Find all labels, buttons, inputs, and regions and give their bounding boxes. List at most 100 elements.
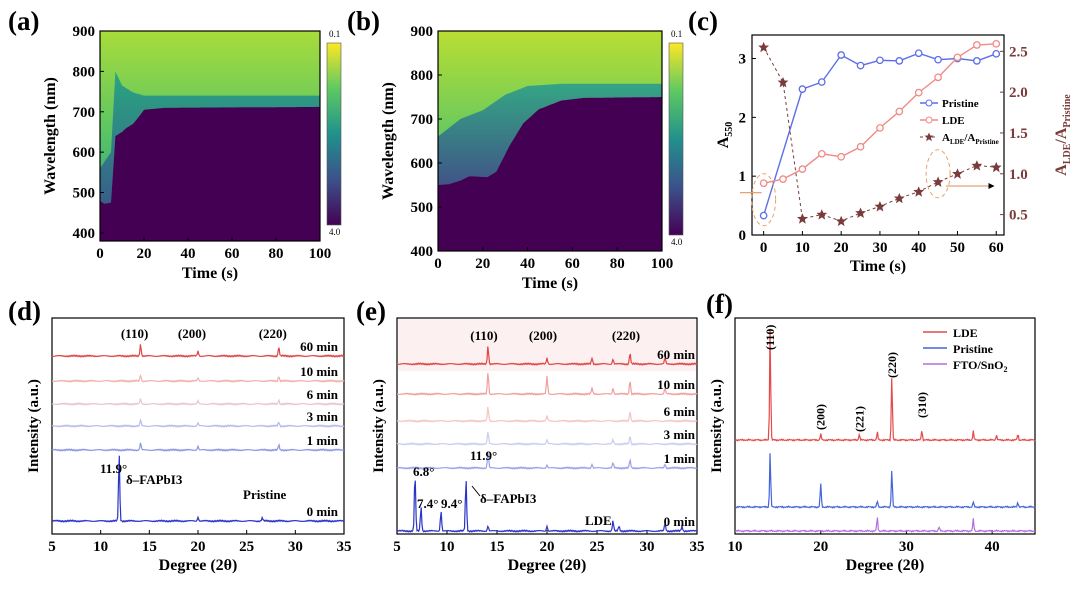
peak-label: (200) [814,404,828,430]
trace-label: 6 min [307,387,339,402]
legend-label: LDE [953,326,978,340]
plot-frame [99,30,321,242]
pristine-point [876,56,884,65]
lde-point [798,165,807,173]
lde-point [759,179,768,188]
colorbar [326,42,342,226]
sample-annotation: LDE [585,513,612,528]
x-tick-label: 0 [96,246,104,262]
x-tick-label: 15 [142,539,157,555]
lde-point [876,124,884,132]
absorbed-region [438,97,662,251]
xrd-trace [51,455,345,523]
x-axis-title: Time (s) [182,265,238,282]
x-tick-label: 20 [813,539,828,555]
y-tick-label: 600 [73,145,96,161]
x-tick-label: 10 [93,539,108,555]
pristine-point [914,49,923,58]
x-tick-label: 40 [911,240,926,256]
y-tick-label: 900 [73,24,96,40]
x-tick-label: 20 [834,240,849,256]
ratio-point [835,215,847,227]
y-tick-label: 400 [73,226,96,242]
y-right-tick-label: 1.0 [1009,167,1028,183]
xrd-trace [396,432,698,446]
panel-d: (d) 5 10 15 20 25 30 35 Degree (2θ) Intensity (a.… [8,296,352,574]
peak-label: (110) [763,325,777,350]
peak-label: (220) [259,326,287,341]
peak-label: (110) [470,328,497,343]
x-axis-title: Degree (2θ) [508,557,587,574]
legend-label: Pristine [953,342,994,356]
y-axis-title: Intensity (a.u.) [371,379,387,473]
angle-annotation: 11.9° [100,461,127,476]
plot-frame [751,34,1005,236]
x-tick-label: 15 [490,539,505,555]
lde-point [934,73,942,82]
legend-label: Pristine [942,98,979,110]
angle-annotation: 9.4° [441,496,462,511]
x-tick-label: 30 [288,539,303,555]
pristine-point [895,57,904,65]
x-tick-label: 60 [565,256,580,272]
x-tick-label: 60 [225,246,240,262]
x-tick-label: 35 [337,539,352,555]
xrd-trace [396,480,698,533]
xrd-trace [734,328,1036,443]
x-tick-label: 100 [309,246,332,262]
trace-label: 10 min [300,364,339,379]
y-tick-label: 600 [411,156,434,172]
x-axis-title: Time (s) [522,275,578,292]
panel-label: (f) [706,289,733,319]
lde-point [914,88,923,97]
x-tick-label: 0 [434,256,442,272]
peak-label: (310) [915,392,929,418]
x-tick-label: 10 [795,240,810,256]
lde-point [837,152,846,161]
x-tick-label: 25 [590,539,605,555]
colorbar-top-label: 0.1 [671,29,682,39]
lde-point [856,142,865,151]
trace-label: 1 min [664,451,696,466]
angle-annotation: 7.4° [417,496,438,511]
xrd-trace [51,442,345,452]
sample-annotation: Pristine [243,487,287,502]
panel-b: (b) 0 20 40 60 80 100 400 500 600 700 800 900 Time (s… [347,6,684,292]
lde-point [817,149,826,158]
peak-label: (200) [529,328,557,343]
absorbed-region [100,106,320,242]
legend-marker [925,116,933,124]
x-axis-title: Degree (2θ) [846,557,925,574]
y-axis-title: Intensity (a.u.) [709,379,725,473]
panel-label: (e) [356,296,386,326]
angle-annotation: 11.9° [470,448,497,463]
y-left-tick-label: 2 [739,110,747,126]
ratio-point [874,201,886,212]
y-tick-label: 500 [411,200,434,216]
y-right-tick-label: 2.0 [1009,85,1028,101]
series-line-ratio [763,46,997,222]
x-tick-label: 20 [137,246,152,262]
trace-label: 3 min [664,427,696,442]
plot-frame [734,317,1036,535]
ratio-point [952,168,963,179]
ratio-point [797,213,808,224]
xrd-trace [51,418,345,428]
ratio-point [758,41,770,53]
x-tick-label: 10 [728,539,743,555]
pristine-point [817,78,826,86]
panel-label: (b) [347,6,380,36]
shaded-region [398,319,696,371]
panel-f: (f) 10 20 30 40 Degree (2θ) Intensity (a.u.) (1… [706,289,1036,574]
panel-label: (c) [688,6,718,36]
trace-label: 6 min [664,404,696,419]
highlight-ellipse-right [925,149,951,199]
x-tick-label: 50 [950,240,965,256]
legend-marker [925,99,933,107]
xrd-trace [396,373,698,396]
x-tick-label: 5 [48,539,56,555]
angle-annotation: 6.8° [413,464,434,479]
x-axis-title: Time (s) [850,258,906,275]
peak-label: (200) [178,326,206,341]
panel-a: (a) 0 20 40 60 80 100 400 500 600 700 800 900 Time (s… [8,6,342,282]
